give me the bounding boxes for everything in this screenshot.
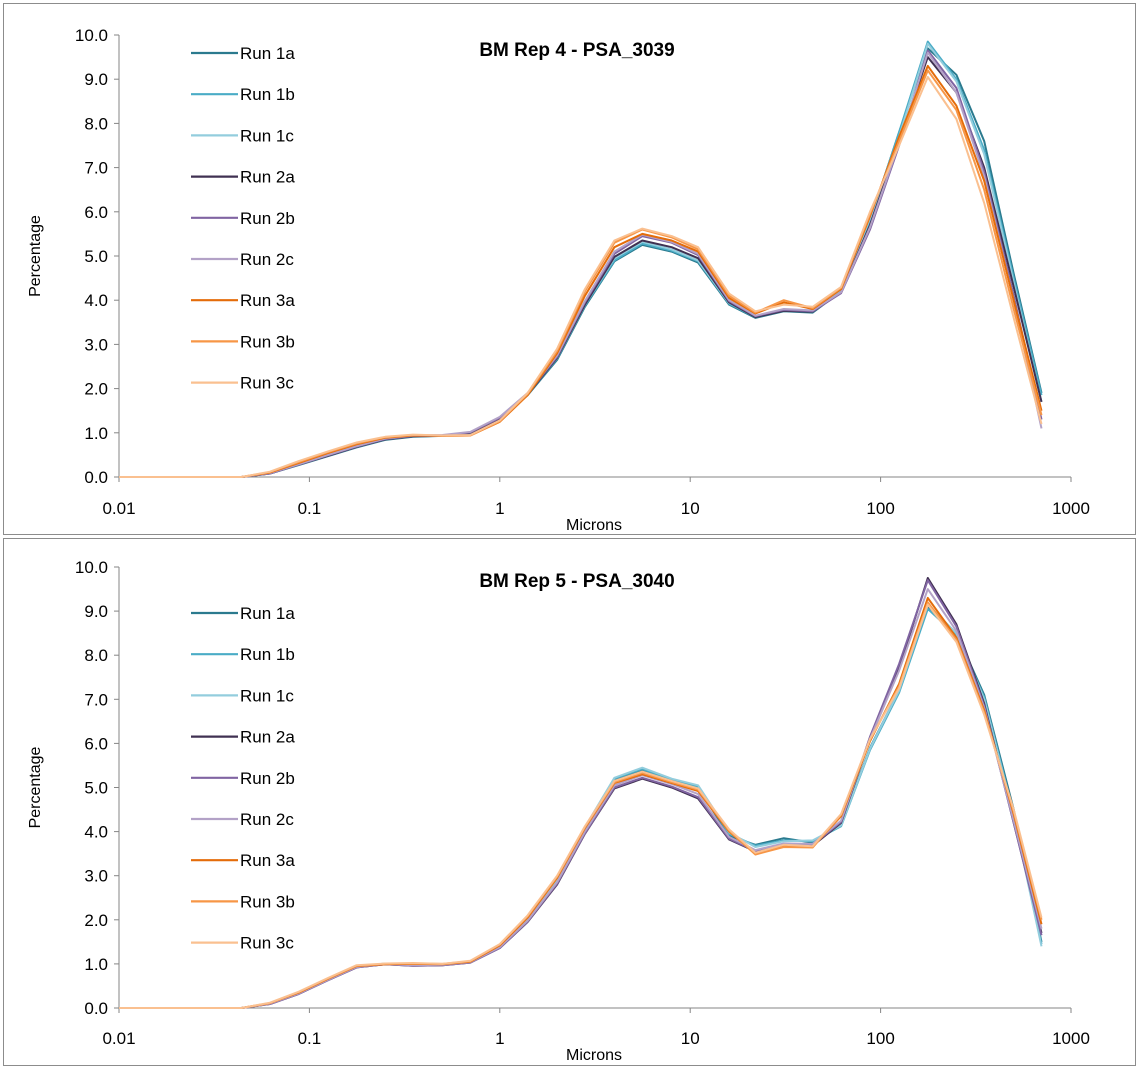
y-axis-label: Percentage bbox=[27, 746, 44, 828]
x-tick-label: 10 bbox=[681, 499, 700, 518]
chart-title: BM Rep 5 - PSA_3040 bbox=[479, 571, 674, 592]
legend-label: Run 3a bbox=[240, 291, 295, 310]
legend-label: Run 1c bbox=[240, 686, 294, 705]
x-tick-label: 1 bbox=[495, 499, 504, 518]
legend-label: Run 1b bbox=[240, 645, 295, 664]
chart-panel-rep4: 0.0 1.0 2.0 3.0 4.0 5.0 6.0 7.0 8.0 9.0 10.0 0.01 0.… bbox=[3, 3, 1136, 535]
y-tick-label: 3.0 bbox=[84, 867, 108, 886]
x-tick-label: 0.01 bbox=[102, 1029, 135, 1048]
legend-label: Run 2b bbox=[240, 209, 295, 228]
legend-label: Run 3a bbox=[240, 851, 295, 870]
chart-rep5: 0.0 1.0 2.0 3.0 4.0 5.0 6.0 7.0 8.0 9.0 10.0 0.01 0.… bbox=[27, 558, 1090, 1064]
y-tick-label: 2.0 bbox=[84, 380, 108, 399]
legend-label: Run 1a bbox=[240, 604, 295, 623]
legend-label: Run 1c bbox=[240, 126, 294, 145]
x-tick-label: 10 bbox=[681, 1029, 700, 1048]
series-line-run-3c bbox=[119, 76, 1043, 478]
y-tick-label: 10.0 bbox=[75, 558, 108, 577]
y-tick-label: 5.0 bbox=[84, 779, 108, 798]
legend-label: Run 2c bbox=[240, 810, 294, 829]
y-tick-label: 9.0 bbox=[84, 602, 108, 621]
legend-label: Run 2b bbox=[240, 769, 295, 788]
x-tick-label: 0.1 bbox=[298, 1029, 322, 1048]
x-tick-label: 0.01 bbox=[102, 499, 135, 518]
legend-label: Run 1a bbox=[240, 44, 295, 63]
y-tick-label: 10.0 bbox=[75, 26, 108, 45]
y-tick-label: 7.0 bbox=[84, 690, 108, 709]
y-tick-label: 5.0 bbox=[84, 247, 108, 266]
x-tick-label: 1000 bbox=[1052, 499, 1090, 518]
y-tick-label: 4.0 bbox=[84, 291, 108, 310]
y-tick-label: 3.0 bbox=[84, 335, 108, 354]
y-tick-label: 9.0 bbox=[84, 70, 108, 89]
y-tick-label: 6.0 bbox=[84, 734, 108, 753]
legend-label: Run 2c bbox=[240, 250, 294, 269]
x-tick-label: 1000 bbox=[1052, 1029, 1090, 1048]
legend-label: Run 2a bbox=[240, 728, 295, 747]
chart-panel-rep5: 0.0 1.0 2.0 3.0 4.0 5.0 6.0 7.0 8.0 9.0 10.0 0.01 0.… bbox=[3, 538, 1136, 1066]
x-axis-label: Microns bbox=[566, 517, 622, 534]
x-tick-label: 100 bbox=[866, 499, 894, 518]
legend-label: Run 3c bbox=[240, 374, 294, 393]
y-tick-label: 4.0 bbox=[84, 823, 108, 842]
x-axis-label: Microns bbox=[566, 1047, 622, 1064]
y-tick-label: 8.0 bbox=[84, 646, 108, 665]
y-tick-label: 7.0 bbox=[84, 159, 108, 178]
y-tick-label: 1.0 bbox=[84, 955, 108, 974]
legend-label: Run 3b bbox=[240, 332, 295, 351]
y-tick-label: 0.0 bbox=[84, 468, 108, 487]
legend-label: Run 2a bbox=[240, 168, 295, 187]
legend-label: Run 3c bbox=[240, 934, 294, 953]
y-tick-label: 2.0 bbox=[84, 911, 108, 930]
y-tick-label: 6.0 bbox=[84, 203, 108, 222]
x-tick-label: 1 bbox=[495, 1029, 504, 1048]
legend-label: Run 1b bbox=[240, 85, 295, 104]
y-axis-label: Percentage bbox=[27, 215, 44, 297]
y-tick-label: 0.0 bbox=[84, 999, 108, 1018]
chart-rep4: 0.0 1.0 2.0 3.0 4.0 5.0 6.0 7.0 8.0 9.0 10.0 0.01 0.… bbox=[27, 26, 1090, 534]
x-tick-label: 100 bbox=[866, 1029, 894, 1048]
x-tick-label: 0.1 bbox=[298, 499, 322, 518]
legend-label: Run 3b bbox=[240, 892, 295, 911]
y-tick-label: 1.0 bbox=[84, 424, 108, 443]
chart-title: BM Rep 4 - PSA_3039 bbox=[479, 40, 674, 61]
y-tick-label: 8.0 bbox=[84, 114, 108, 133]
series-line-run-3c bbox=[119, 603, 1043, 1009]
